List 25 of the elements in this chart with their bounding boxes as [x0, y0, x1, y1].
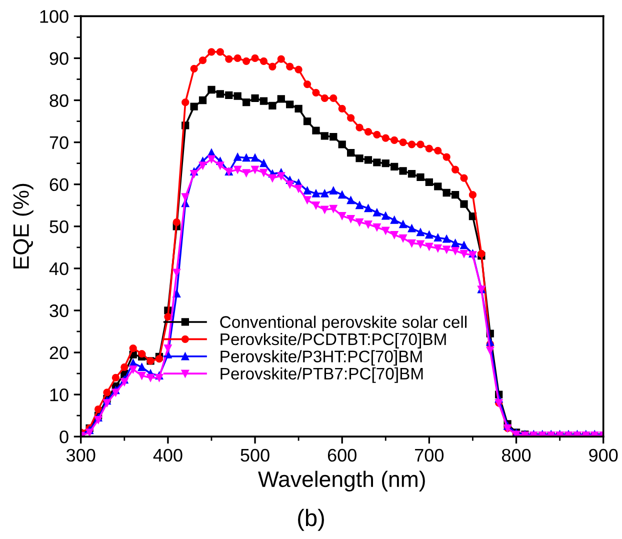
y-tick-label: 0: [60, 430, 68, 444]
legend-label: Perovskite/PTB7:PC[70]BM: [220, 367, 423, 383]
y-axis-title: EQE (%): [12, 184, 34, 268]
x-tick-label: 300: [66, 448, 96, 462]
y-tick-label: 70: [50, 136, 68, 150]
text: (b): [298, 508, 324, 531]
x-tick-label: 800: [502, 448, 531, 462]
y-tick-label: 90: [50, 52, 68, 65]
y-tick-label: 80: [50, 94, 68, 107]
legend-label: Conventional perovskite solar cell: [220, 316, 467, 332]
y-tick-label: 30: [50, 304, 68, 318]
y-tick-label: 20: [50, 346, 68, 360]
y-tick-label: 40: [49, 262, 68, 276]
x-axis-title: Wavelength (nm): [258, 470, 425, 492]
legend-label: Perovskite/P3HT:PC[70]BM: [220, 350, 422, 366]
x-tick-label: 500: [240, 448, 270, 462]
x-tick-label: 700: [415, 448, 444, 462]
x-tick-label: 400: [153, 448, 182, 462]
x-tick-label: 900: [589, 448, 618, 462]
y-tick-label: 10: [50, 388, 68, 402]
y-tick-label: 100: [40, 10, 68, 23]
x-tick-label: 600: [328, 448, 356, 462]
y-tick-label: 60: [50, 178, 68, 192]
legend-label: Perovksite/PCDTBT:PC[70]BM: [220, 332, 446, 348]
y-tick-label: 50: [50, 220, 68, 234]
